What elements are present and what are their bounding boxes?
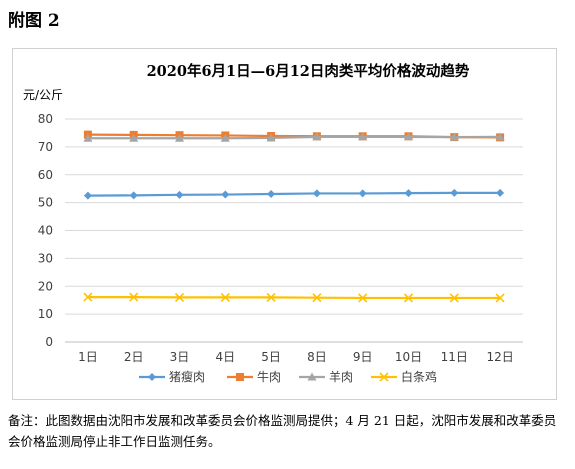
data-point-marker [83,292,93,302]
legend-label: 猪瘦肉 [169,369,205,384]
y-tick-label: 10 [38,307,53,321]
data-point-marker [83,133,93,142]
series-layer [83,130,505,303]
y-tick-label: 0 [45,335,53,349]
series-line [87,135,501,140]
x-tick-label: 5日 [261,350,281,364]
data-point-marker [220,133,230,142]
data-point-marker [267,189,276,198]
y-tick-label: 50 [38,196,53,210]
data-point-marker [496,188,505,197]
x-tick-label: 10日 [395,350,422,364]
data-point-marker [175,190,184,199]
data-point-marker [379,372,389,382]
x-tick-label: 12日 [486,350,513,364]
data-point-marker [312,189,321,198]
data-point-marker [358,132,368,141]
chart-area: 2020年6月1日—6月12日肉类平均价格波动趋势 元/公斤 0 10 20 30 40… [12,48,557,400]
series-line [87,296,501,300]
series-line [87,191,501,197]
x-tick-label: 8日 [307,350,327,364]
x-tick-label: 1日 [78,350,98,364]
data-point-marker [266,292,276,302]
x-axis-ticks: 1日 2日 3日 4日 5日 8日 9日 10日 11日 12日 [78,350,514,364]
data-point-marker [450,188,459,197]
line-chart: 2020年6月1日—6月12日肉类平均价格波动趋势 元/公斤 0 10 20 30 40… [23,62,523,384]
data-point-marker [358,189,367,198]
y-tick-label: 30 [38,251,53,265]
data-point-marker [129,133,139,142]
figure-label: 附图 2 [8,11,60,31]
y-axis-unit-label: 元/公斤 [23,88,63,102]
series-4 [83,292,505,303]
data-point-marker [404,189,413,198]
x-tick-label: 9日 [353,350,373,364]
y-axis-ticks: 0 10 20 30 40 50 60 70 80 [38,112,53,349]
data-point-marker [495,132,505,141]
chart-title: 2020年6月1日—6月12日肉类平均价格波动趋势 [147,62,470,80]
legend-item: 猪瘦肉 [139,369,205,384]
legend-item: 牛肉 [227,369,281,384]
data-point-marker [83,191,92,200]
data-point-marker [307,372,317,381]
x-tick-label: 11日 [441,350,468,364]
data-point-marker [404,132,413,141]
series-3 [83,132,505,142]
legend-item: 白条鸡 [371,369,437,384]
data-point-marker [312,132,322,141]
x-tick-label: 3日 [170,350,190,364]
x-tick-label: 2日 [124,350,144,364]
data-point-marker [449,132,459,141]
y-tick-label: 60 [38,168,53,182]
data-point-marker [358,293,368,303]
legend-label: 白条鸡 [401,369,437,384]
y-tick-label: 70 [38,140,53,154]
data-point-marker [175,133,184,142]
data-point-marker [236,373,244,381]
data-point-marker [449,293,459,303]
data-point-marker [220,292,230,302]
data-point-marker [129,292,139,302]
data-point-marker [174,292,185,302]
x-tick-label: 4日 [215,350,235,364]
data-point-marker [312,293,322,303]
y-tick-label: 20 [38,279,53,293]
footnote: 备注：此图数据由沈阳市发展和改革委员会价格监测局提供；4 月 21 日起，沈阳市… [8,413,557,449]
data-point-marker [266,133,276,142]
legend: 猪瘦肉 牛肉 羊肉 白条鸡 [139,369,437,384]
data-point-marker [148,373,156,381]
data-point-marker [495,293,505,303]
legend-item: 羊肉 [299,369,353,384]
gridlines [65,118,523,343]
data-point-marker [129,191,138,200]
legend-label: 牛肉 [257,369,281,384]
series-1 [83,188,505,200]
data-point-marker [221,190,230,199]
y-tick-label: 40 [38,224,53,238]
legend-label: 羊肉 [329,369,353,384]
y-tick-label: 80 [38,112,53,126]
data-point-marker [403,293,414,303]
